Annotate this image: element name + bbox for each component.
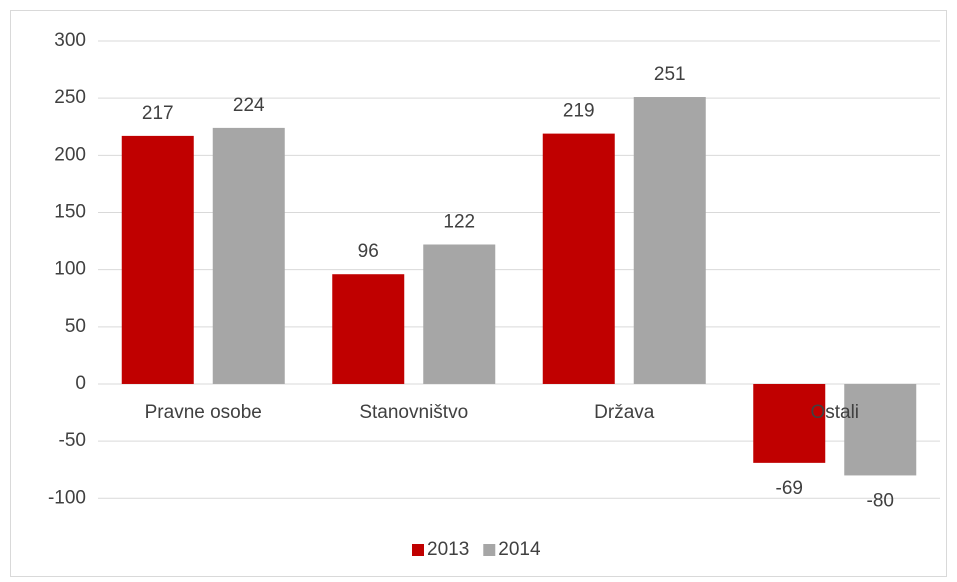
data-label: 96: [358, 241, 379, 262]
y-tick-label: 100: [54, 259, 86, 280]
y-tick-label: 50: [65, 316, 86, 337]
x-tick-label: Pravne osobe: [145, 402, 262, 423]
y-tick-label: 300: [54, 30, 86, 51]
bar: [423, 244, 496, 384]
data-label: 251: [654, 64, 686, 85]
data-label: 224: [233, 95, 265, 116]
y-tick-label: -50: [59, 430, 86, 451]
data-label: 217: [142, 103, 174, 124]
bar: [212, 127, 285, 384]
y-tick-label: 200: [54, 144, 86, 165]
bar: [121, 135, 194, 384]
x-tick-label: Država: [594, 402, 655, 423]
bar: [633, 97, 706, 384]
data-label: 122: [443, 212, 475, 233]
bar: [332, 274, 405, 384]
y-tick-label: -100: [48, 487, 86, 508]
x-tick-label: Ostali: [810, 402, 859, 423]
data-label: -69: [776, 478, 803, 499]
legend-label: 2013: [427, 539, 469, 560]
bar: [753, 383, 826, 463]
legend-label: 2014: [498, 539, 541, 560]
data-label: 219: [563, 101, 595, 122]
legend-swatch: [483, 544, 496, 556]
bar: [844, 383, 917, 476]
x-tick-label: Stanovništvo: [359, 402, 468, 423]
bar: [542, 133, 615, 384]
y-tick-label: 150: [54, 202, 86, 223]
y-tick-label: 250: [54, 87, 86, 108]
y-tick-label: 0: [75, 373, 86, 394]
legend-swatch: [412, 544, 424, 556]
data-label: -80: [867, 490, 894, 511]
